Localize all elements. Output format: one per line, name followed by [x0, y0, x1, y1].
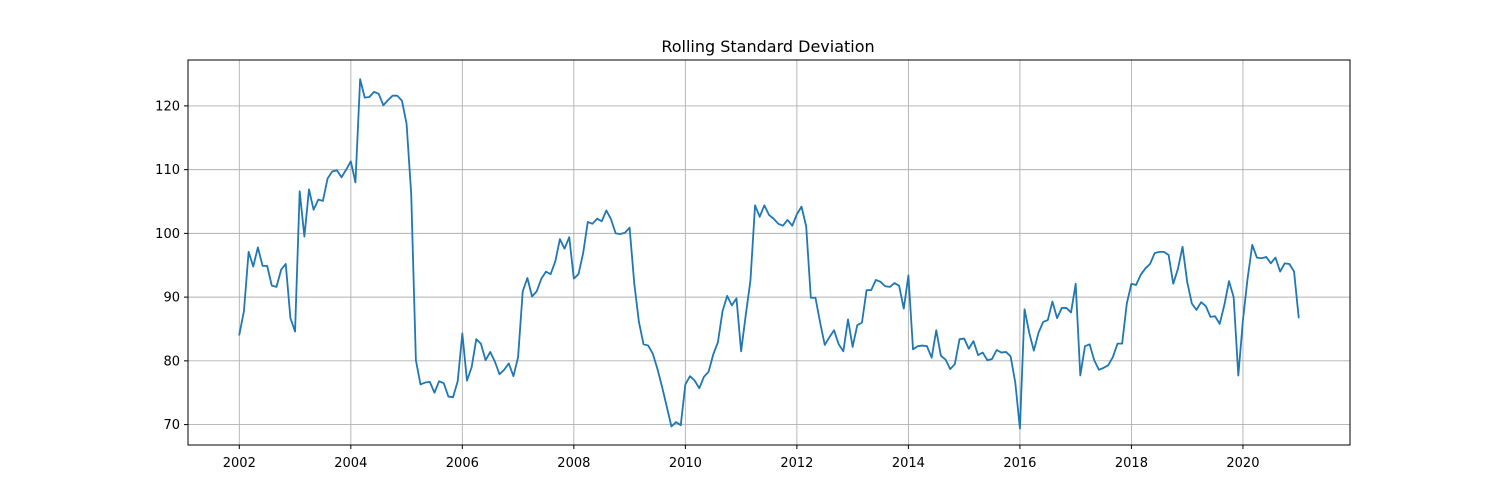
x-tick-label: 2006 — [446, 456, 479, 471]
x-tick-label: 2008 — [557, 456, 590, 471]
x-tick-label: 2010 — [669, 456, 702, 471]
x-tick-label: 2012 — [780, 456, 813, 471]
y-axis: 70 80 90 100 110 120 — [155, 99, 188, 433]
x-tick-label: 2004 — [334, 456, 367, 471]
x-tick-label: 2014 — [892, 456, 925, 471]
y-tick-label: 100 — [155, 227, 180, 242]
y-tick-label: 80 — [163, 354, 180, 369]
y-tick-label: 70 — [163, 418, 180, 433]
x-tick-label: 2020 — [1226, 456, 1259, 471]
grid — [188, 60, 1350, 445]
series-line-0 — [238, 78, 1300, 430]
chart-title: Rolling Standard Deviation — [661, 37, 874, 56]
x-tick-label: 2018 — [1115, 456, 1148, 471]
y-tick-label: 110 — [155, 163, 180, 178]
x-tick-label: 2002 — [223, 456, 256, 471]
series-group — [238, 78, 1300, 430]
y-tick-label: 120 — [155, 99, 180, 114]
x-axis: 2002 2004 2006 2008 2010 2012 2014 2016 2018 2020 — [223, 445, 1259, 471]
x-tick-label: 2016 — [1003, 456, 1036, 471]
y-tick-label: 90 — [163, 291, 180, 306]
plot-area-frame — [187, 59, 1351, 446]
